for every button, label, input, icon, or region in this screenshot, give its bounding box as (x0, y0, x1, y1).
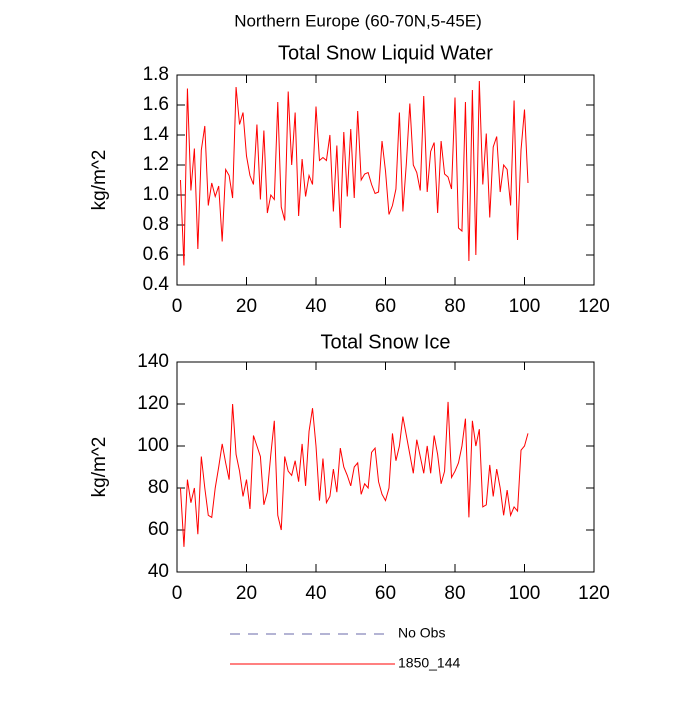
x-tick-label: 80 (444, 296, 465, 317)
y-tick-label: 1.0 (143, 184, 169, 205)
y-tick-label: 40 (148, 561, 169, 582)
y-tick-label: 0.4 (143, 274, 170, 295)
data-line (179, 80, 529, 266)
x-tick-label: 120 (578, 296, 610, 317)
chart-title: Total Snow Ice (320, 331, 450, 353)
y-tick-label: 100 (137, 435, 169, 456)
y-tick-label: 1.8 (143, 64, 169, 85)
x-tick-label: 0 (172, 583, 183, 604)
x-tick-label: 80 (444, 583, 465, 604)
data-line (179, 401, 529, 547)
y-tick-label: 80 (148, 477, 169, 498)
x-tick-label: 100 (509, 583, 541, 604)
chart-title: Total Snow Liquid Water (278, 42, 493, 64)
x-tick-label: 0 (172, 296, 183, 317)
y-tick-label: 140 (137, 351, 169, 372)
y-tick-label: 1.2 (143, 154, 169, 175)
x-tick-label: 40 (305, 296, 326, 317)
x-tick-label: 60 (375, 583, 396, 604)
x-tick-label: 20 (236, 583, 257, 604)
y-axis-label: kg/m^2 (89, 437, 110, 498)
y-tick-label: 60 (148, 519, 169, 540)
y-tick-label: 0.8 (143, 214, 169, 235)
suptitle: Northern Europe (60-70N,5-45E) (234, 11, 482, 30)
x-tick-label: 60 (375, 296, 396, 317)
plot-frame (176, 74, 595, 286)
y-tick-label: 120 (137, 393, 169, 414)
x-tick-label: 120 (578, 583, 610, 604)
x-tick-label: 20 (236, 296, 257, 317)
y-tick-label: 0.6 (143, 244, 169, 265)
legend-label: 1850_144 (398, 655, 461, 671)
y-tick-label: 1.4 (143, 124, 170, 145)
x-tick-label: 40 (305, 583, 326, 604)
y-tick-label: 1.6 (143, 94, 169, 115)
legend-label: No Obs (398, 625, 445, 641)
plot-frame (176, 361, 595, 573)
x-tick-label: 100 (509, 296, 541, 317)
y-axis-label: kg/m^2 (89, 150, 110, 211)
